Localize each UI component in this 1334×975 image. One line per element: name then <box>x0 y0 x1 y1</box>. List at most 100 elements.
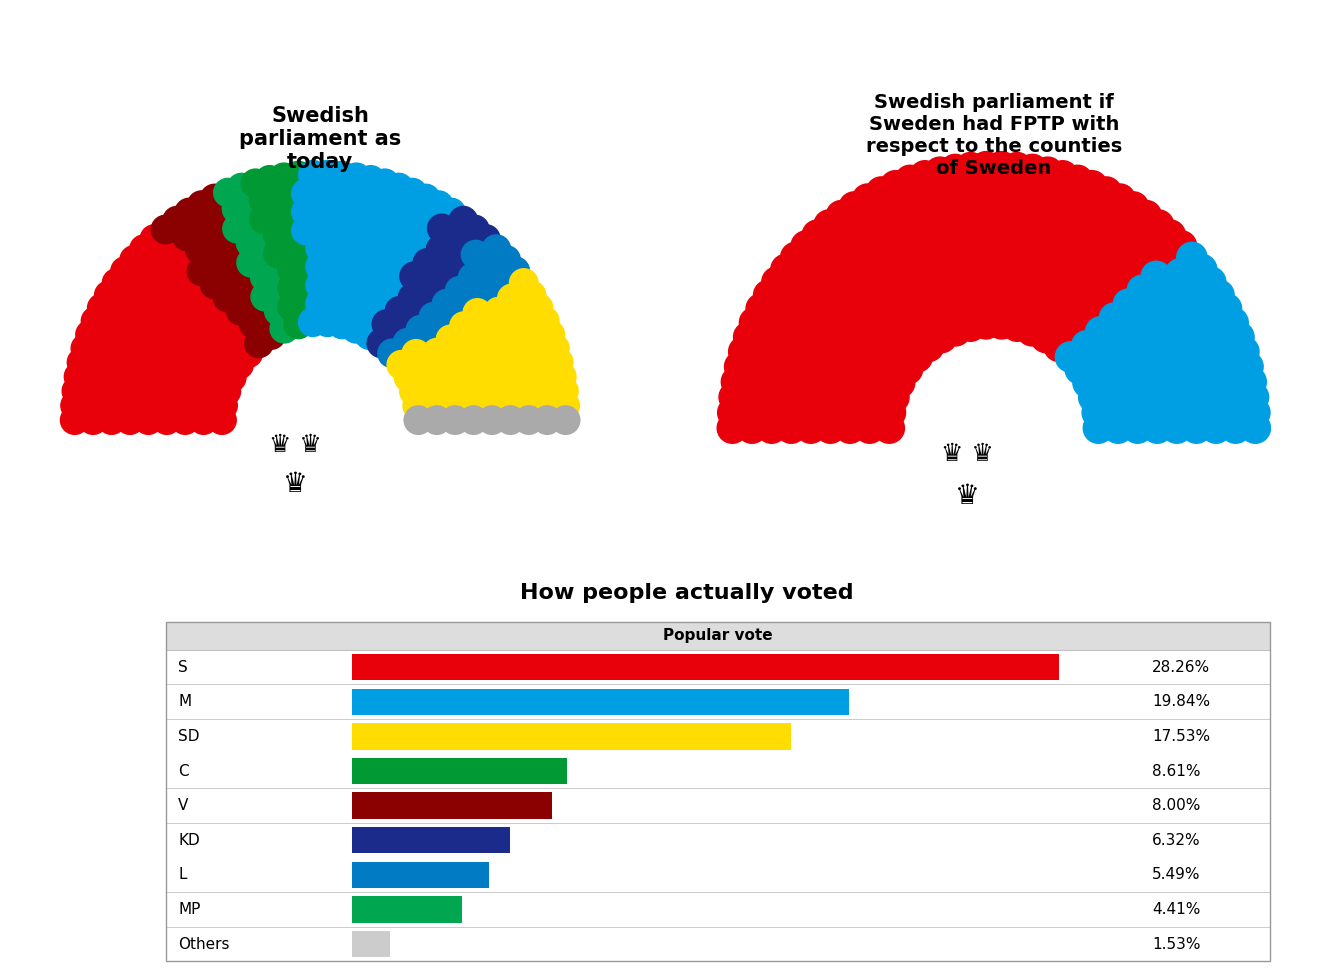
Circle shape <box>1009 193 1039 223</box>
Circle shape <box>199 249 227 277</box>
Circle shape <box>994 211 1025 241</box>
Circle shape <box>120 310 149 338</box>
Circle shape <box>919 240 950 270</box>
Circle shape <box>852 184 883 214</box>
Circle shape <box>875 398 906 428</box>
Circle shape <box>244 330 273 358</box>
Circle shape <box>240 310 268 338</box>
Circle shape <box>1039 199 1069 229</box>
Circle shape <box>320 198 348 226</box>
Circle shape <box>1077 283 1107 313</box>
Circle shape <box>926 323 956 353</box>
Circle shape <box>816 398 846 428</box>
Circle shape <box>830 275 860 305</box>
Circle shape <box>383 319 412 347</box>
Circle shape <box>844 289 874 320</box>
Circle shape <box>348 220 376 249</box>
Circle shape <box>428 214 456 243</box>
Circle shape <box>299 308 327 336</box>
Circle shape <box>491 364 520 392</box>
Circle shape <box>1241 413 1270 444</box>
Circle shape <box>109 336 137 365</box>
Circle shape <box>161 231 189 259</box>
Circle shape <box>217 364 245 392</box>
Circle shape <box>1131 313 1162 343</box>
Circle shape <box>1037 303 1067 333</box>
Circle shape <box>754 280 784 310</box>
Circle shape <box>1009 253 1039 283</box>
Circle shape <box>811 339 842 370</box>
Circle shape <box>756 413 787 444</box>
Circle shape <box>76 321 104 349</box>
Circle shape <box>388 254 416 283</box>
Circle shape <box>882 306 912 336</box>
Circle shape <box>526 349 555 378</box>
Text: L: L <box>179 868 187 882</box>
Circle shape <box>371 169 399 198</box>
Circle shape <box>1089 355 1119 385</box>
Circle shape <box>225 275 253 304</box>
Circle shape <box>277 255 307 284</box>
Circle shape <box>251 283 280 311</box>
Circle shape <box>440 392 468 420</box>
Circle shape <box>81 307 109 335</box>
Circle shape <box>784 353 815 383</box>
Circle shape <box>342 315 371 343</box>
Circle shape <box>788 297 819 328</box>
Circle shape <box>208 406 236 434</box>
Circle shape <box>79 392 108 420</box>
Circle shape <box>796 398 827 428</box>
Circle shape <box>1177 242 1207 273</box>
Circle shape <box>904 183 934 214</box>
Circle shape <box>176 325 204 354</box>
Circle shape <box>531 377 560 406</box>
Circle shape <box>80 377 109 406</box>
Circle shape <box>120 364 149 392</box>
Circle shape <box>1154 312 1185 342</box>
Circle shape <box>1093 246 1123 276</box>
Circle shape <box>955 152 986 183</box>
Circle shape <box>292 272 320 300</box>
Circle shape <box>471 251 500 279</box>
Circle shape <box>742 368 771 398</box>
Circle shape <box>320 272 348 300</box>
Circle shape <box>450 312 478 340</box>
Circle shape <box>718 413 747 444</box>
Circle shape <box>775 284 804 314</box>
Circle shape <box>375 249 403 277</box>
Circle shape <box>396 305 424 334</box>
Circle shape <box>806 273 836 303</box>
Circle shape <box>269 315 299 343</box>
Circle shape <box>450 350 478 379</box>
Circle shape <box>203 292 231 321</box>
Circle shape <box>1081 342 1111 372</box>
Circle shape <box>764 353 795 383</box>
Circle shape <box>839 327 870 357</box>
Circle shape <box>172 392 200 420</box>
Circle shape <box>152 406 181 434</box>
Circle shape <box>547 363 576 391</box>
Circle shape <box>798 285 827 315</box>
Circle shape <box>191 392 219 420</box>
Circle shape <box>1109 209 1139 239</box>
Circle shape <box>919 219 950 250</box>
Circle shape <box>874 413 904 444</box>
Circle shape <box>320 216 348 245</box>
Text: 4.41%: 4.41% <box>1153 902 1201 916</box>
Circle shape <box>762 267 792 297</box>
Circle shape <box>192 378 221 407</box>
Circle shape <box>1217 368 1246 398</box>
Circle shape <box>305 271 335 299</box>
Circle shape <box>1053 204 1083 234</box>
Circle shape <box>60 406 89 434</box>
Circle shape <box>430 351 458 379</box>
Circle shape <box>762 368 791 398</box>
Circle shape <box>1119 383 1150 413</box>
Circle shape <box>1038 219 1069 250</box>
Circle shape <box>524 293 552 323</box>
Circle shape <box>236 210 264 238</box>
Circle shape <box>914 332 943 362</box>
Circle shape <box>904 204 935 234</box>
Circle shape <box>515 406 543 434</box>
Circle shape <box>63 376 91 406</box>
